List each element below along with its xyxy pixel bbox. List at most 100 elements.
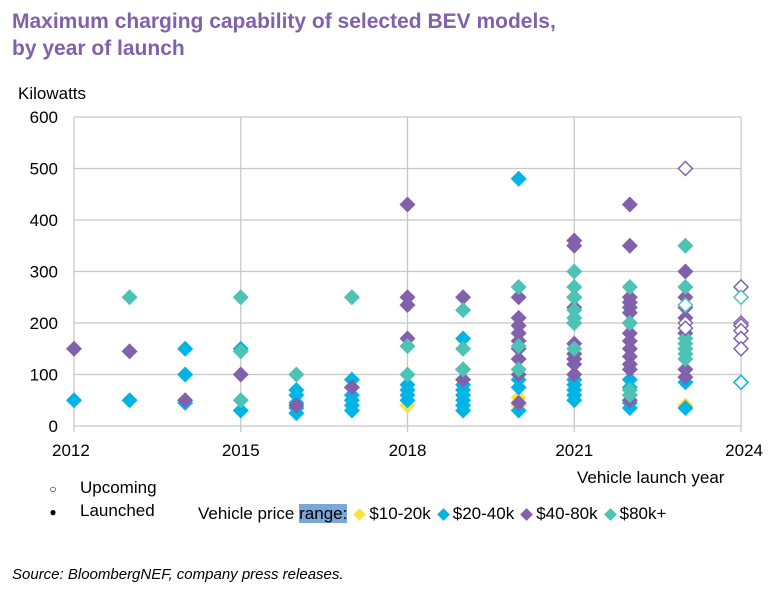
data-point-launched (566, 315, 583, 331)
data-point-launched (288, 366, 305, 383)
data-point-launched (621, 387, 638, 404)
price-legend: Vehicle price range: $10-20k $20-40k $40… (198, 504, 666, 524)
x-tick-label: 2015 (222, 441, 260, 460)
data-point-upcoming (677, 296, 694, 314)
data-point-upcoming (677, 320, 694, 337)
data-point-launched (232, 402, 249, 419)
x-tick-label: 2024 (725, 441, 763, 460)
data-point-launched (566, 289, 583, 306)
legend-launched: ● Launched (46, 501, 155, 521)
data-point-launched (455, 289, 472, 306)
data-point-launched (510, 278, 527, 295)
data-point-launched (232, 289, 249, 306)
legend-upcoming-label: Upcoming (80, 478, 157, 497)
data-point-launched (510, 338, 527, 355)
data-point-launched (621, 315, 638, 331)
legend-item-10-20k: $10-20k (353, 504, 431, 524)
data-point-launched (121, 289, 138, 306)
x-tick-label: 2012 (52, 441, 90, 460)
y-tick-label: 600 (30, 108, 58, 127)
data-point-launched (455, 371, 472, 388)
data-point-launched (677, 237, 694, 254)
data-point-launched (399, 296, 416, 313)
data-point-launched (399, 338, 416, 355)
y-tick-label: 400 (30, 211, 58, 230)
legend-label: $80k+ (619, 504, 667, 523)
data-point-launched (621, 196, 638, 213)
data-point-launched (66, 340, 82, 357)
data-point-launched (177, 340, 194, 357)
legend-label: $20-40k (452, 504, 515, 523)
data-point-launched (510, 394, 527, 411)
price-legend-title-prefix: Vehicle price (198, 504, 300, 523)
diamond-icon (520, 507, 534, 521)
source-note: Source: BloombergNEF, company press rele… (12, 566, 344, 583)
data-point-launched (677, 369, 694, 386)
data-point-launched (343, 402, 360, 419)
data-point-launched (677, 263, 694, 280)
legend-label: $40-80k (536, 504, 598, 523)
data-point-launched (177, 392, 194, 409)
data-point-launched (566, 366, 583, 383)
x-tick-label: 2018 (389, 441, 427, 460)
chart-title: Maximum charging capability of selected … (12, 8, 556, 62)
data-points (66, 160, 750, 422)
legend-launched-label: Launched (80, 501, 155, 520)
data-point-upcoming (732, 289, 750, 306)
data-point-launched (121, 392, 138, 409)
diamond-icon (353, 507, 367, 521)
data-point-launched (566, 340, 583, 357)
data-point-launched (621, 278, 638, 295)
data-point-launched (677, 278, 694, 295)
legend-item-40-80k: $40-80k (520, 504, 598, 524)
data-point-launched (677, 351, 694, 368)
data-point-launched (510, 361, 527, 378)
diamond-icon (603, 507, 617, 521)
price-legend-title: Vehicle price range: (198, 504, 348, 524)
data-point-launched (510, 351, 527, 368)
x-axis-label: Vehicle launch year (577, 468, 725, 487)
data-point-launched (399, 366, 416, 383)
legend-item-20-40k: $20-40k (436, 504, 515, 524)
data-point-upcoming (732, 340, 750, 357)
data-point-launched (232, 366, 249, 383)
data-point-launched (177, 366, 194, 383)
legend-upcoming: ○ Upcoming (46, 478, 157, 498)
y-tick-label: 200 (30, 314, 58, 333)
hollow-dot-icon: ○ (49, 482, 57, 496)
data-point-launched (232, 343, 249, 360)
data-point-launched (455, 402, 472, 419)
x-tick-labels: 2012 2015 2018 2021 2024 (52, 441, 763, 460)
data-point-launched (566, 263, 583, 280)
data-point-launched (399, 196, 416, 213)
data-point-launched (566, 356, 583, 373)
data-point-launched (455, 302, 472, 319)
data-point-launched (566, 237, 583, 254)
data-point-launched (455, 361, 472, 378)
chart-title-line-2: by year of launch (12, 37, 185, 60)
data-point-launched (121, 343, 138, 360)
data-point-upcoming (677, 160, 694, 177)
data-point-launched (66, 392, 82, 409)
filled-dot-icon: ● (49, 505, 57, 519)
data-point-launched (621, 304, 638, 321)
data-point-launched (621, 361, 638, 378)
data-point-launched (343, 289, 360, 306)
data-point-launched (232, 392, 249, 409)
data-point-launched (566, 278, 583, 295)
x-tick-label: 2021 (555, 441, 593, 460)
y-tick-label: 500 (30, 160, 58, 179)
data-point-upcoming (732, 374, 750, 391)
data-point-launched (455, 340, 472, 357)
data-point-launched (566, 392, 583, 409)
chart-title-line-1: Maximum charging capability of selected … (12, 10, 556, 33)
data-point-launched (288, 397, 305, 414)
y-axis-label: Kilowatts (18, 84, 87, 103)
y-tick-label: 100 (30, 366, 58, 385)
data-point-launched (677, 399, 694, 416)
data-point-launched (455, 330, 472, 347)
data-point-launched (510, 289, 527, 306)
y-tick-label: 0 (49, 417, 58, 436)
y-tick-label: 300 (30, 263, 58, 282)
